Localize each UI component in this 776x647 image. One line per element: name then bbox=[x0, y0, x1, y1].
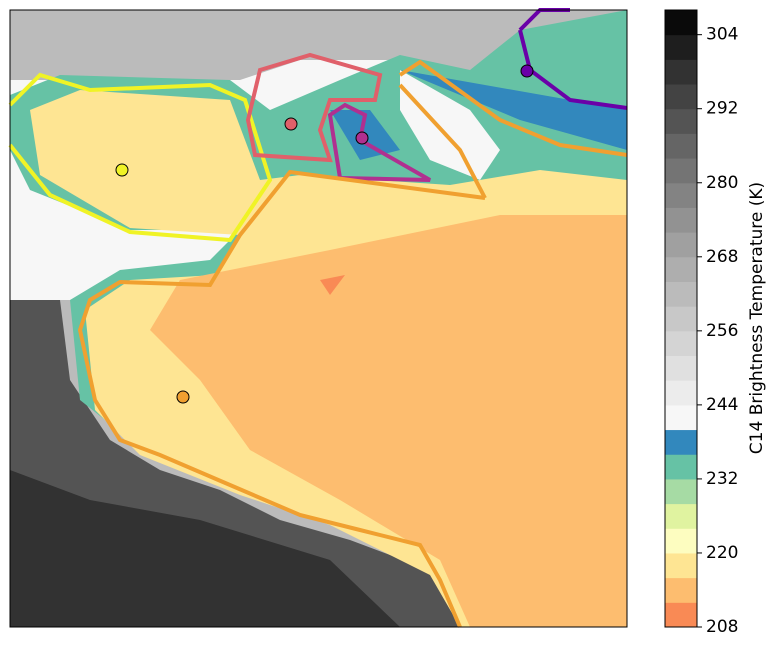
colorbar-segment bbox=[665, 232, 697, 258]
colorbar-segment bbox=[665, 577, 697, 603]
colorbar-segment bbox=[665, 330, 697, 357]
colorbar-segment bbox=[665, 10, 697, 36]
marker bbox=[115, 163, 129, 177]
colorbar-segment bbox=[665, 133, 697, 159]
colorbar-frame bbox=[664, 9, 698, 628]
colorbar-tick-label: 232 bbox=[706, 469, 738, 489]
colorbar-segment bbox=[665, 503, 697, 529]
colorbar-segment bbox=[665, 602, 697, 628]
colorbar-tick-label: 208 bbox=[706, 617, 738, 637]
anvil-core bbox=[150, 215, 627, 627]
colorbar-tick-label: 268 bbox=[706, 247, 738, 267]
colorbar-segment bbox=[665, 59, 697, 85]
colorbar-segment bbox=[665, 306, 697, 332]
track-orange bbox=[77, 59, 628, 628]
colorbar-segment bbox=[665, 380, 697, 406]
marker bbox=[284, 117, 298, 131]
track-red bbox=[245, 52, 383, 163]
colorbar-segment bbox=[665, 34, 697, 60]
colorbar-tick-label: 292 bbox=[706, 99, 738, 119]
colorbar-segment bbox=[665, 207, 697, 233]
colorbar-segment bbox=[665, 552, 697, 579]
track-yellow bbox=[8, 72, 273, 243]
colorbar: 208 220 232 244 256 268 280 292 304 bbox=[664, 9, 738, 637]
clear-gap bbox=[400, 70, 500, 180]
colorbar-segment bbox=[665, 429, 697, 455]
colorbar-segment bbox=[665, 182, 697, 208]
colorbar-label: C14 Brightness Temperature (K) bbox=[747, 182, 767, 454]
colorbar-segment bbox=[665, 281, 697, 307]
storm-markers bbox=[115, 64, 534, 404]
colorbar-segment bbox=[665, 158, 697, 184]
marker bbox=[355, 131, 369, 145]
colorbar-segment bbox=[665, 355, 697, 381]
colorbar-segment bbox=[665, 528, 697, 554]
marker bbox=[176, 390, 190, 404]
colorbar-tick-label: 244 bbox=[706, 395, 738, 415]
colorbar-segment bbox=[665, 84, 697, 110]
darker-area bbox=[10, 470, 400, 627]
colorbar-segment bbox=[665, 108, 697, 134]
map-frame bbox=[9, 9, 628, 628]
coldest-cell bbox=[320, 275, 345, 295]
map bbox=[10, 10, 627, 627]
colorbar-segment bbox=[665, 256, 697, 282]
marker bbox=[520, 64, 534, 78]
colorbar-tick-label: 304 bbox=[706, 25, 738, 45]
colorbar-segment bbox=[665, 454, 697, 480]
colorbar-tick-label: 220 bbox=[706, 543, 738, 563]
colorbar-tick-label: 256 bbox=[706, 321, 738, 341]
colorbar-segment bbox=[665, 404, 697, 431]
colorbar-segment bbox=[665, 478, 697, 505]
colorbar-tick-label: 280 bbox=[706, 173, 738, 193]
